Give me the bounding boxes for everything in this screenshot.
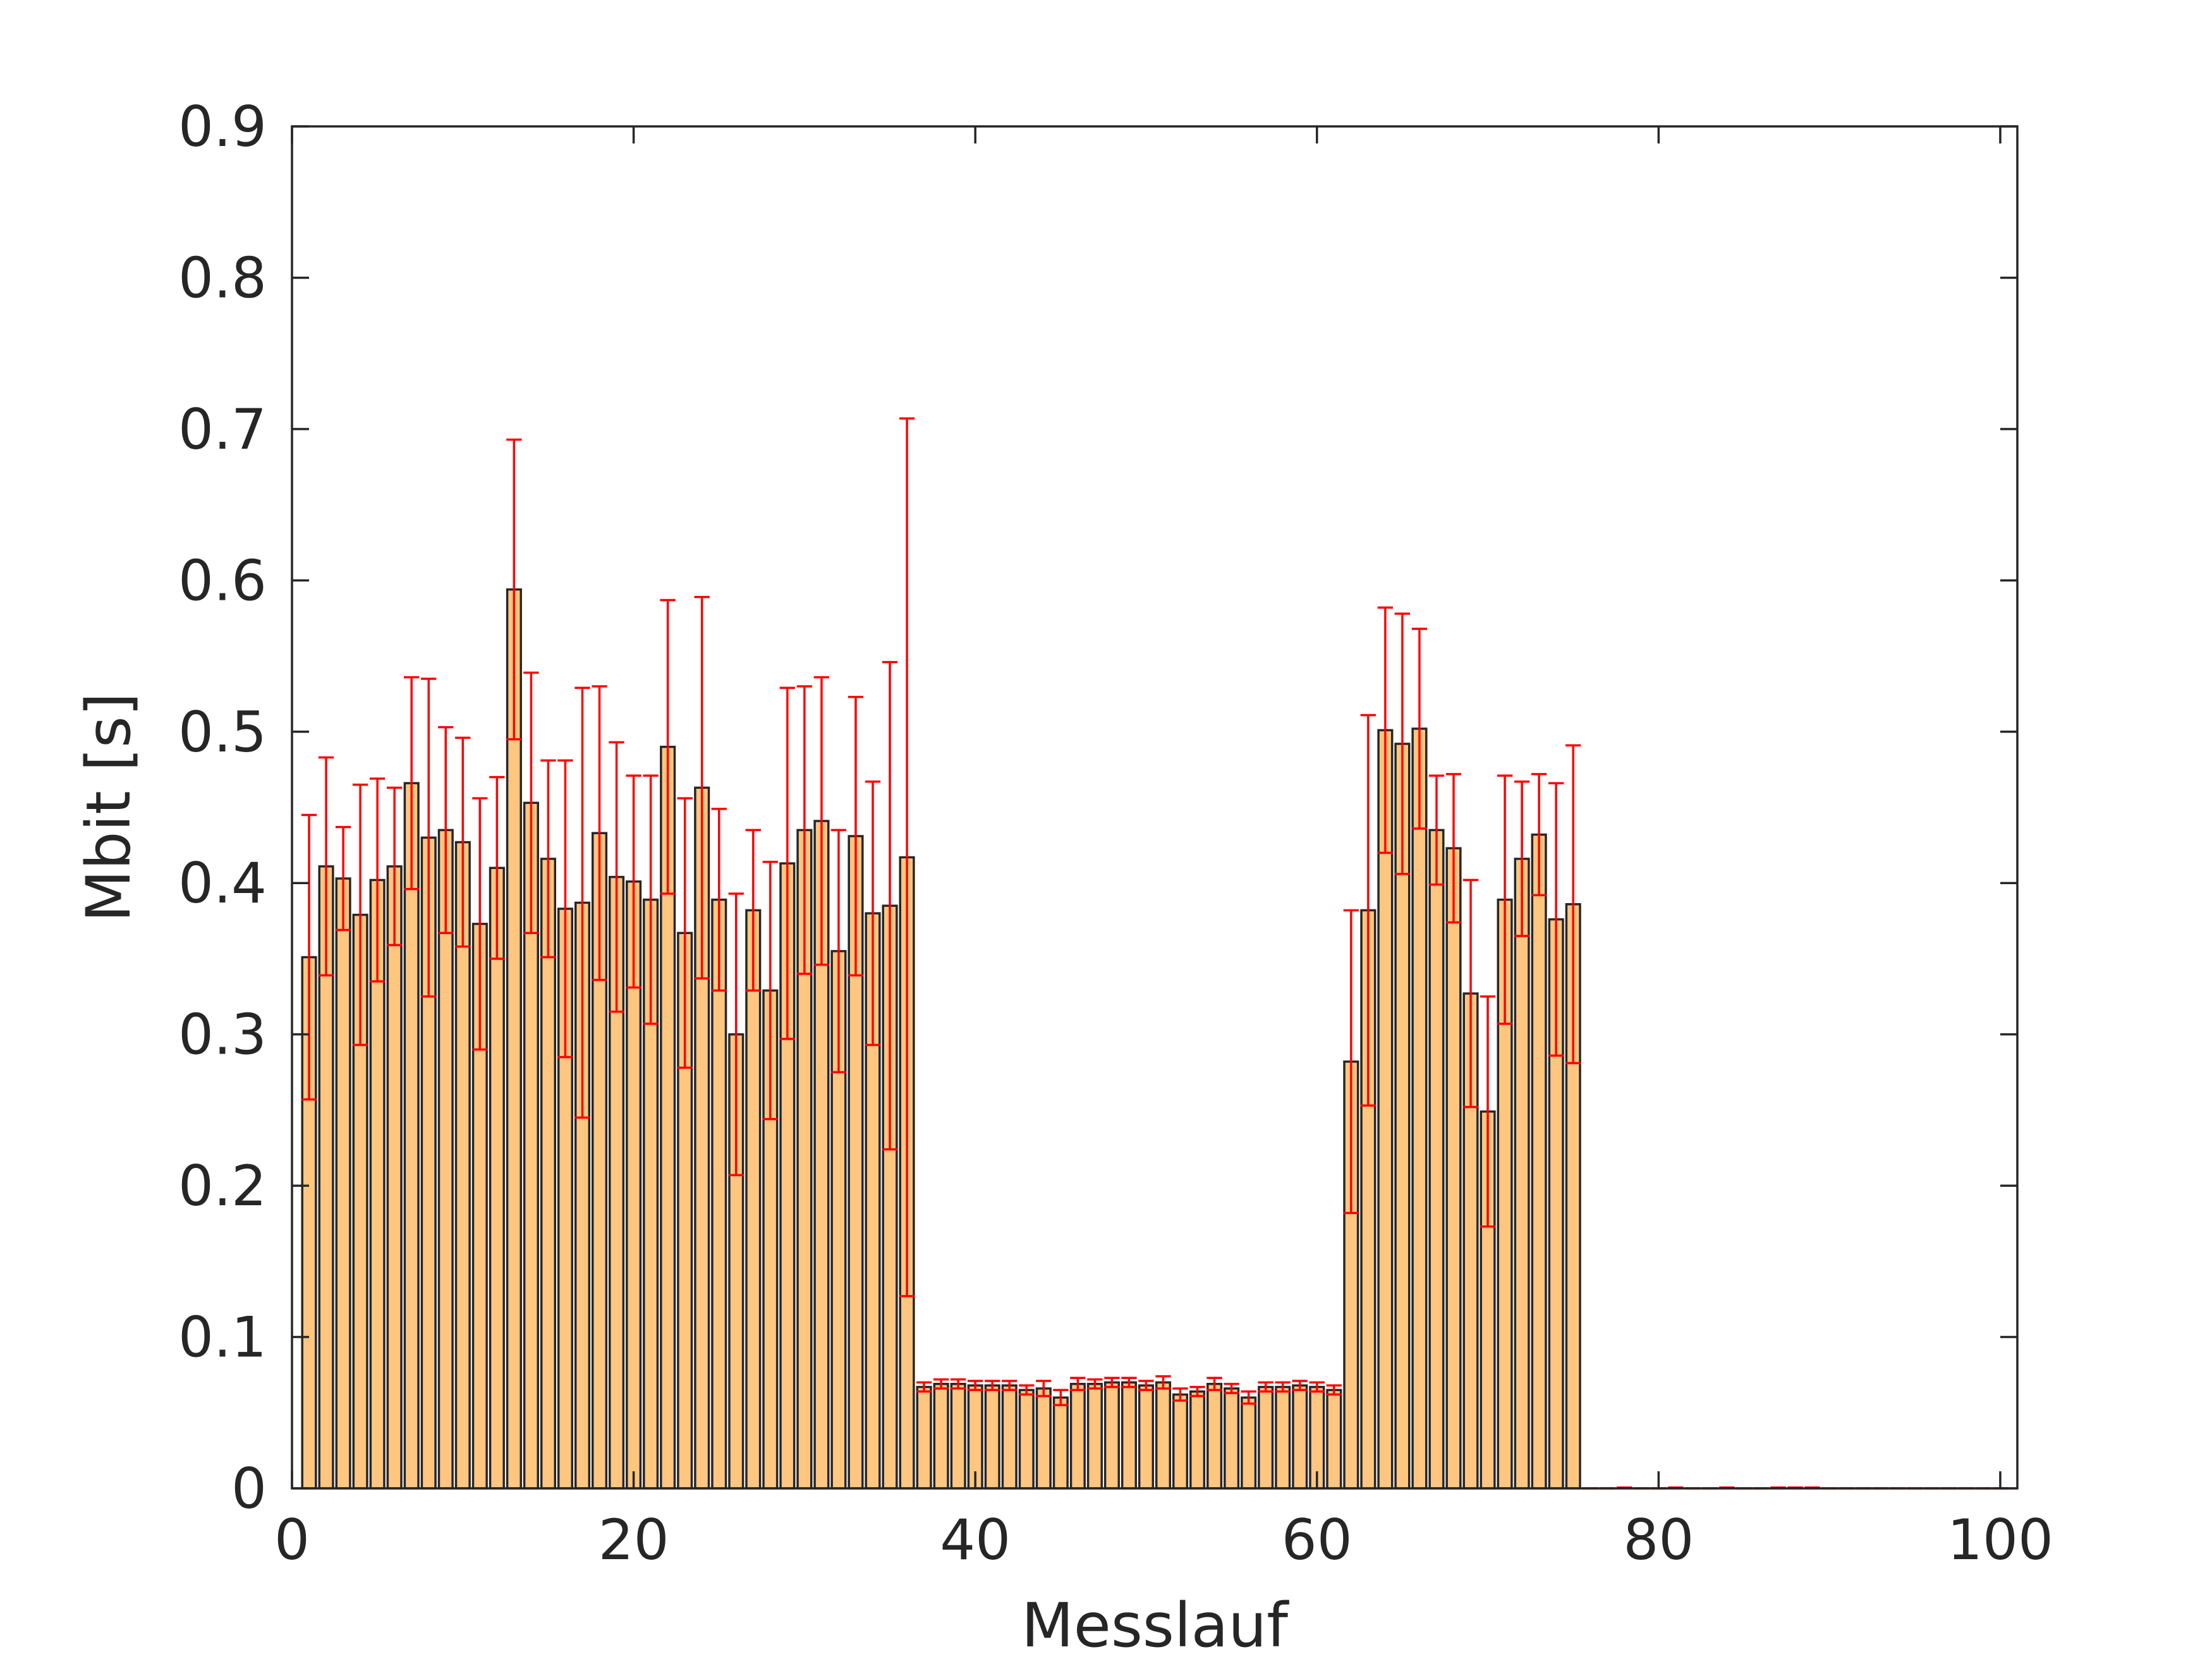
bar [1326, 1389, 1342, 1490]
bar [1035, 1387, 1052, 1490]
bar [1411, 727, 1428, 1490]
y-axis-label: Mbit [s] [73, 693, 144, 923]
bar [745, 909, 762, 1490]
y-tick-label: 0.6 [178, 548, 267, 613]
bar [1172, 1393, 1189, 1490]
bar [1052, 1396, 1069, 1490]
x-tick-label: 0 [274, 1507, 310, 1572]
x-axis-label: Messlauf [1021, 1590, 1289, 1659]
bar [1103, 1381, 1120, 1490]
plot-frame [291, 125, 2019, 1490]
bar [1018, 1389, 1035, 1490]
x-tick-label: 60 [1282, 1507, 1352, 1572]
bar [1428, 829, 1445, 1490]
axes [291, 125, 2019, 1490]
y-tick-label: 0.7 [178, 397, 267, 462]
bar [386, 865, 403, 1490]
bar [335, 877, 351, 1490]
bar [1292, 1384, 1308, 1490]
bar [1258, 1385, 1274, 1490]
y-tick-label: 0.3 [178, 1002, 267, 1067]
bar [1445, 847, 1462, 1490]
bar [1206, 1383, 1223, 1490]
tick-labels: 0 20 40 60 80 100 0 0.1 0.2 0.3 0.4 0.5 0.6 0.7 0.8 0.9 [178, 94, 2053, 1572]
y-tick-label: 0 [231, 1456, 267, 1521]
bar [1138, 1384, 1155, 1490]
bar [1001, 1384, 1018, 1490]
bar [1514, 858, 1530, 1490]
x-tick-label: 100 [1947, 1507, 2053, 1572]
y-tick-label: 0.8 [178, 245, 267, 310]
bar [984, 1384, 1000, 1490]
bar [916, 1385, 932, 1490]
bar [1241, 1396, 1257, 1490]
y-tick-label: 0.5 [178, 700, 267, 765]
bar [1531, 833, 1547, 1490]
bar [1189, 1390, 1206, 1490]
y-tick-label: 0.2 [178, 1153, 267, 1218]
y-tick-label: 0.9 [178, 94, 267, 159]
bar [1121, 1381, 1138, 1490]
x-tick-label: 80 [1623, 1507, 1694, 1572]
x-tick-label: 40 [940, 1507, 1011, 1572]
y-tick-label: 0.4 [178, 851, 267, 916]
bar [1069, 1383, 1086, 1490]
bar [1224, 1387, 1240, 1490]
bar [950, 1383, 966, 1490]
bar [933, 1383, 949, 1490]
bar [1155, 1381, 1172, 1490]
y-tick-label: 0.1 [178, 1305, 267, 1370]
bar [1086, 1383, 1103, 1490]
bar [489, 866, 505, 1490]
x-tick-label: 20 [599, 1507, 669, 1572]
bar [1275, 1385, 1291, 1490]
